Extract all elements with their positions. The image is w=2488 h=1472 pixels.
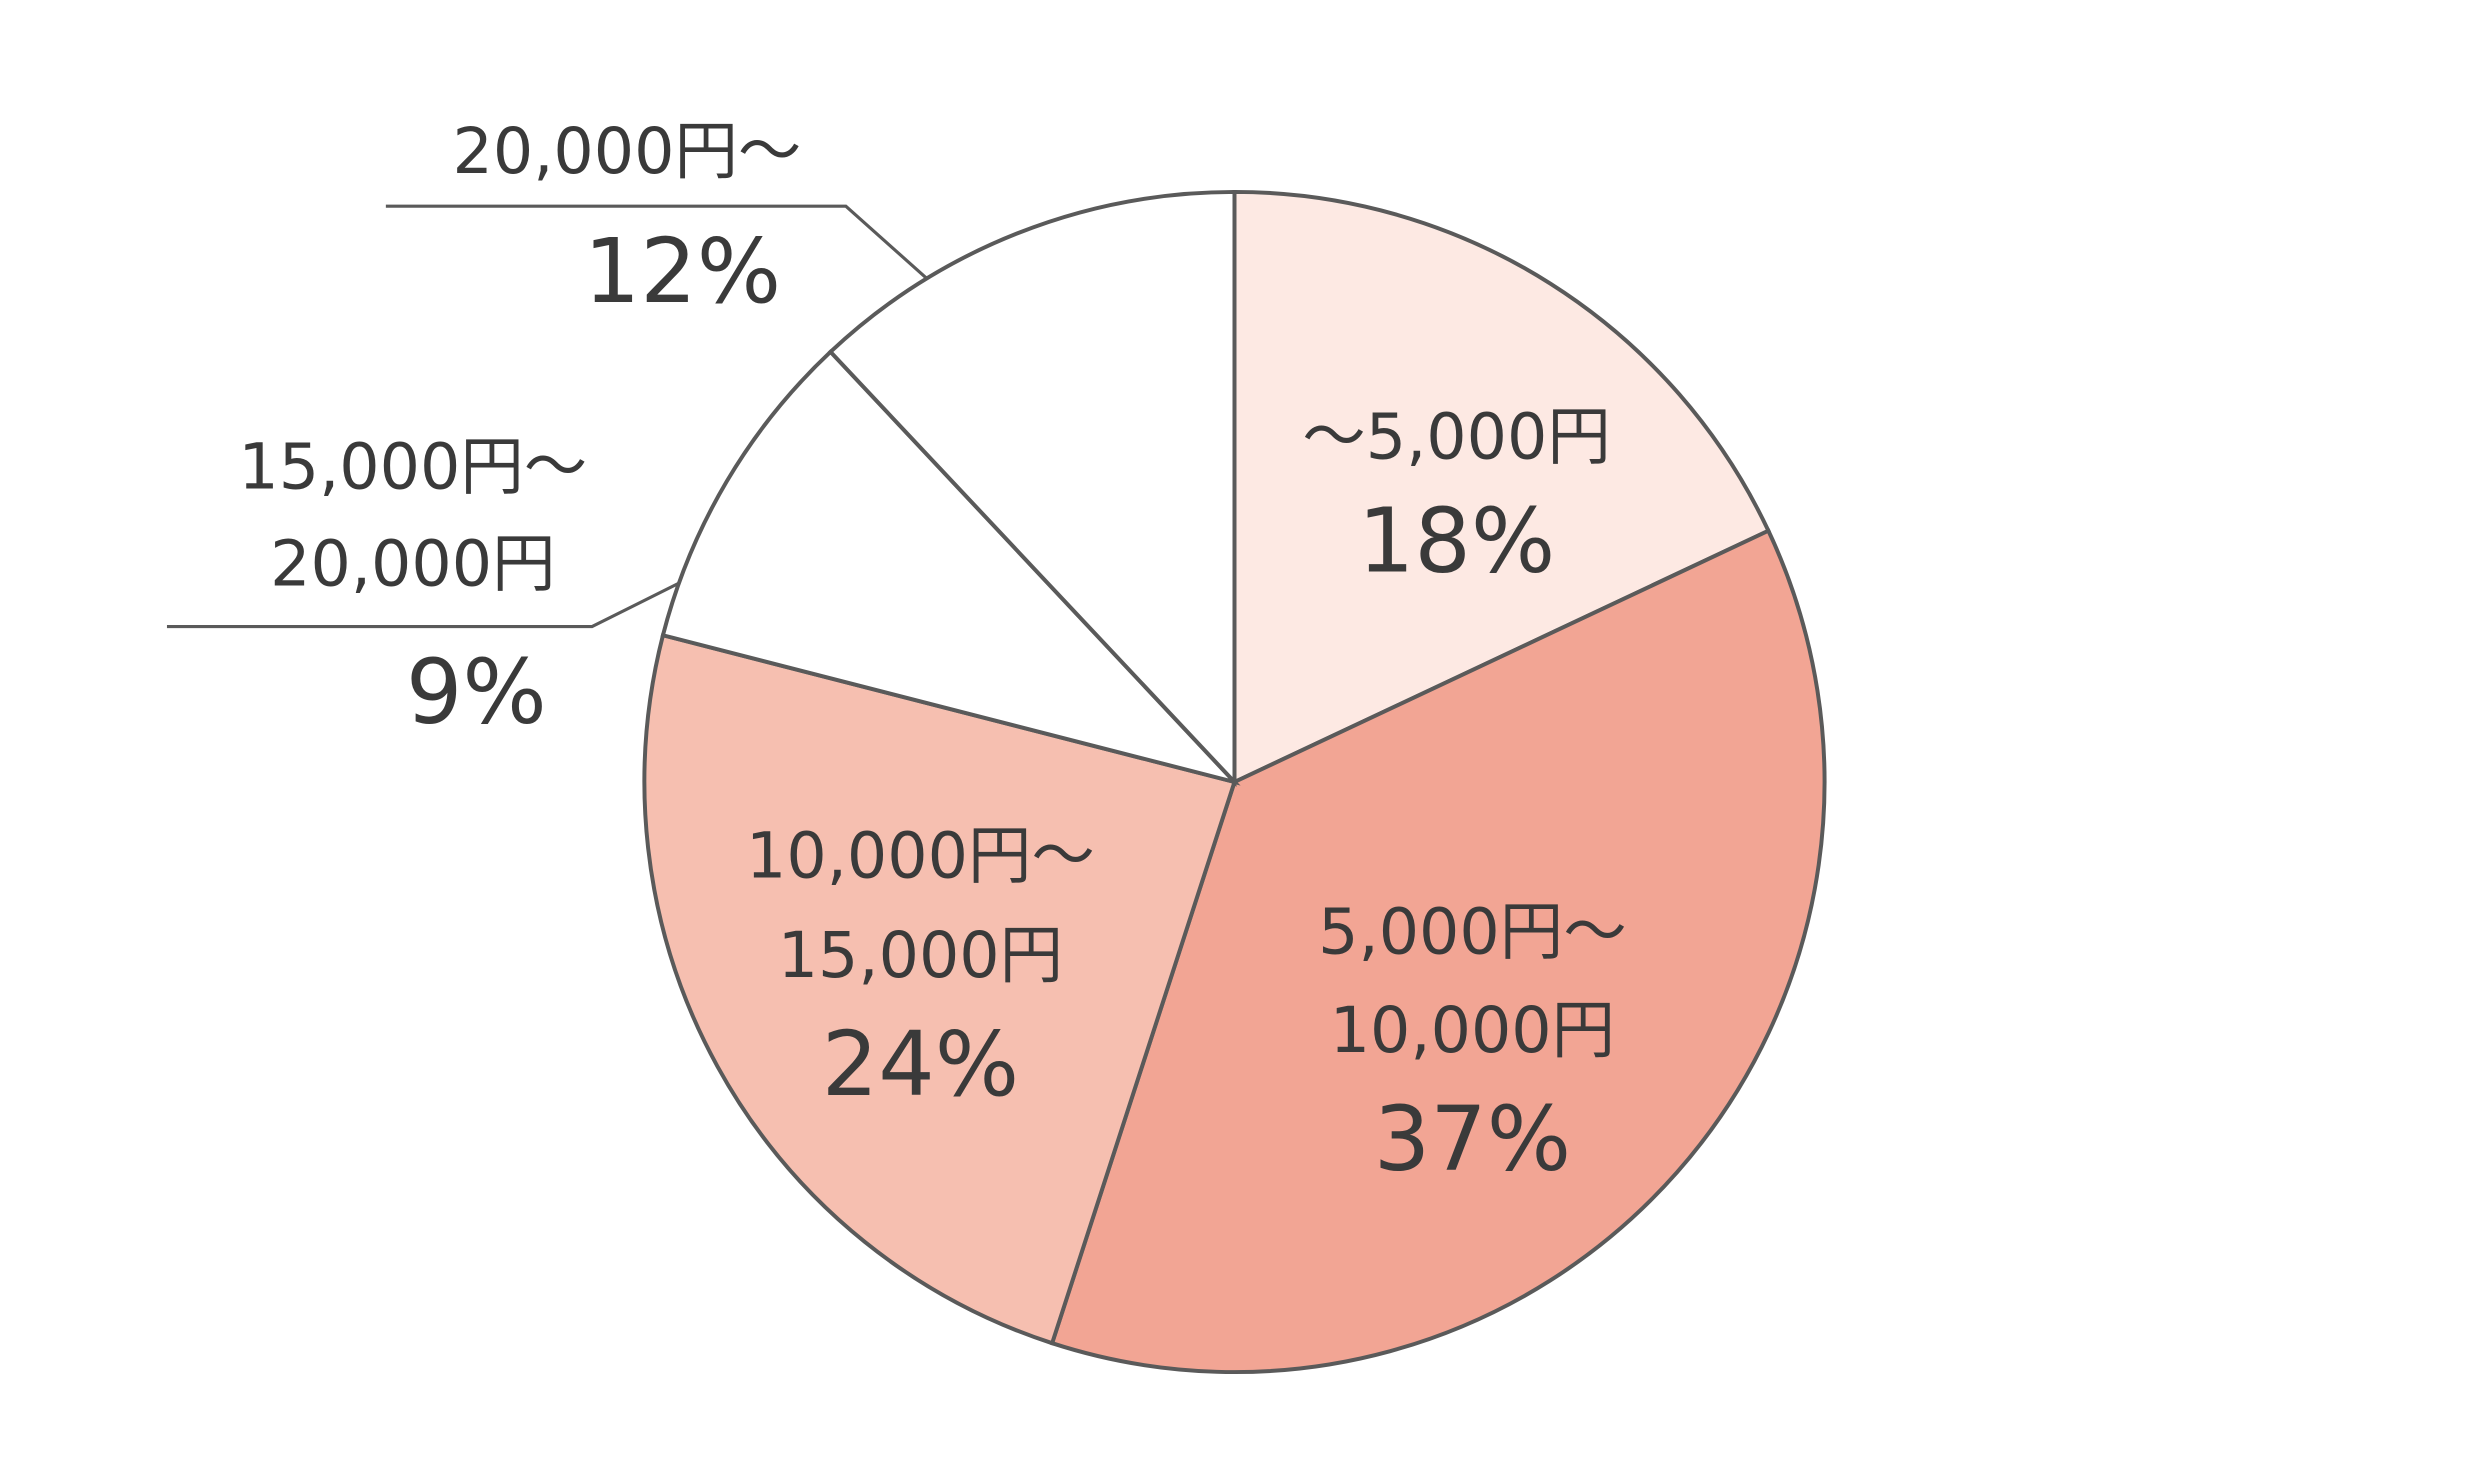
pie-slice [660,349,1241,786]
value-label: 9% [406,640,547,743]
pie-slice [1049,528,1827,1375]
value-label: 18% [1358,490,1555,593]
slice-label: 〜5,000円 [1302,400,1610,474]
pie-slice [1232,189,1772,786]
slice-label: 5,000円〜 [1318,894,1626,968]
slice-label: 15,000円 [778,918,1063,992]
value-label: 37% [1374,1088,1571,1191]
slice-label: 10,000円 [1330,993,1615,1067]
value-label: 24% [822,1013,1019,1116]
pie-slice [642,632,1238,1346]
slice-label: 10,000円〜 [746,818,1095,892]
slice-label: 15,000円〜 [238,430,587,504]
value-label: 12% [584,220,781,323]
slice-label: 20,000円 [270,526,555,600]
pie-slice [827,189,1237,788]
slice-label: 20,000円〜 [453,114,802,188]
